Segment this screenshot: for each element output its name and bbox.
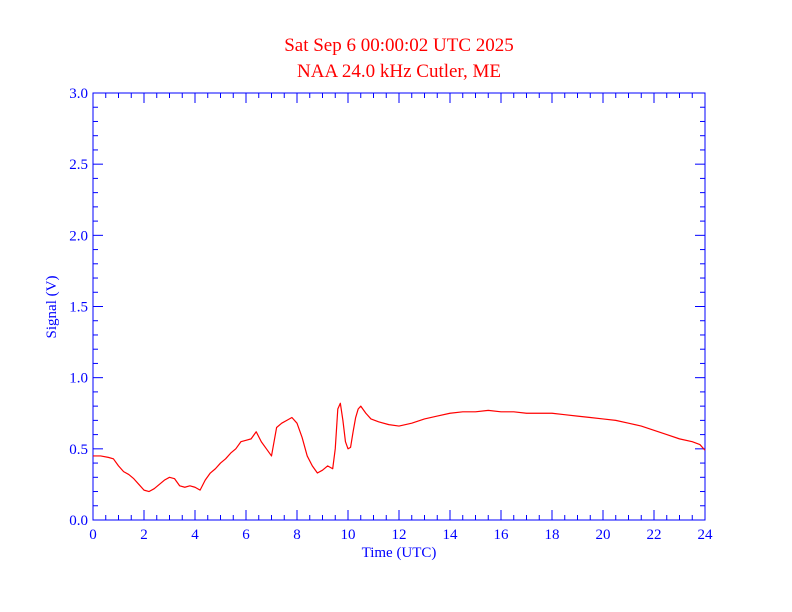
x-tick-label: 24 — [698, 527, 714, 543]
y-tick-label: 2.0 — [69, 228, 88, 244]
chart-subtitle: NAA 24.0 kHz Cutler, ME — [297, 61, 501, 82]
chart-title: Sat Sep 6 00:00:02 UTC 2025 — [284, 35, 514, 56]
tick-labels: 0 2 4 6 8 10 12 14 16 18 20 22 240.00.51.01.52.02.53… — [69, 86, 713, 543]
x-tick-label: 18 — [545, 527, 560, 543]
x-tick-label: 22 — [647, 527, 662, 543]
y-axis-label: Signal (V) — [44, 276, 60, 339]
axis-ticks — [92, 92, 706, 521]
y-tick-label: 1.5 — [69, 300, 88, 316]
x-tick-label: 8 — [293, 527, 301, 543]
x-tick-label: 14 — [443, 527, 459, 543]
x-tick-label: 6 — [242, 527, 250, 543]
x-tick-label: 2 — [140, 527, 148, 543]
series-line — [93, 402, 706, 493]
x-tick-label: 12 — [392, 527, 407, 543]
y-tick-label: 3.0 — [69, 86, 88, 102]
x-tick-label: 16 — [494, 527, 510, 543]
y-tick-label: 2.5 — [69, 157, 88, 173]
x-tick-label: 20 — [596, 527, 611, 543]
x-axis-label: Time (UTC) — [362, 545, 437, 561]
y-tick-label: 0.0 — [69, 513, 88, 529]
y-tick-label: 0.5 — [69, 442, 88, 458]
x-tick-label: 0 — [89, 527, 97, 543]
y-tick-label: 1.0 — [69, 371, 88, 387]
x-tick-label: 4 — [191, 527, 199, 543]
x-tick-label: 10 — [341, 527, 356, 543]
series-layer — [93, 402, 706, 493]
